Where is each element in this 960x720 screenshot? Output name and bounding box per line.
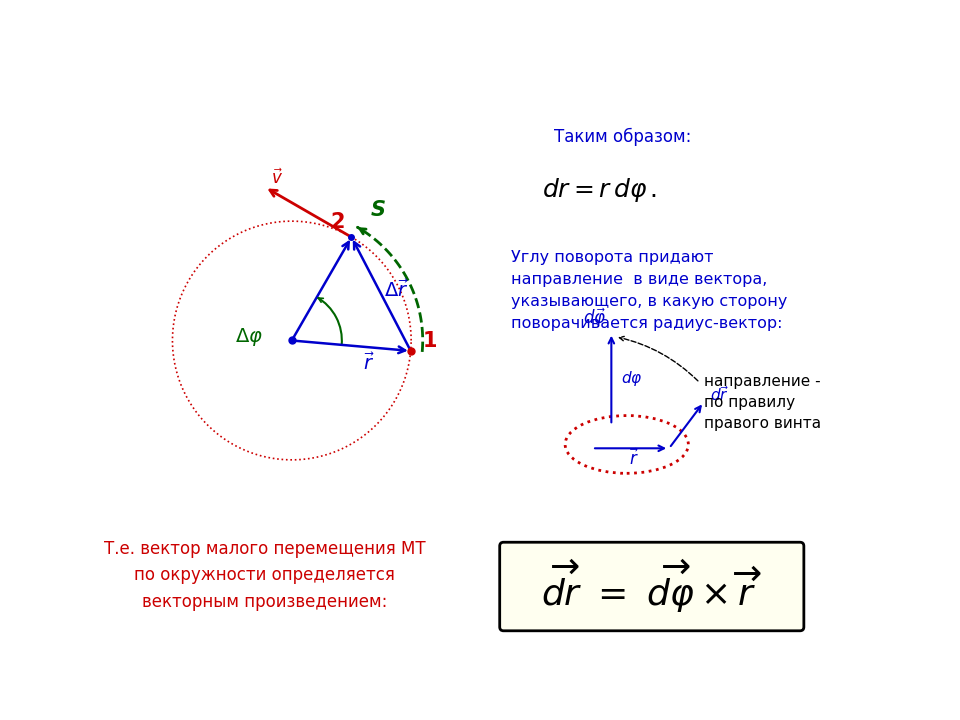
Text: Углу поворота придают
направление  в виде вектора,
указывающего, в какую сторону: Углу поворота придают направление в виде… [512, 250, 787, 331]
Text: 1: 1 [422, 331, 437, 351]
Text: $\vec{v}$: $\vec{v}$ [271, 168, 283, 188]
Text: направление -
по правилу
правого винта: направление - по правилу правого винта [704, 374, 821, 431]
Text: $d\vec{\varphi}$: $d\vec{\varphi}$ [583, 306, 606, 330]
Text: Таким образом:: Таким образом: [554, 127, 691, 145]
Text: $\overrightarrow{dr}\ =\ \overrightarrow{d\varphi}\times\overrightarrow{r}$: $\overrightarrow{dr}\ =\ \overrightarrow… [541, 557, 762, 616]
Text: $\Delta\vec{r}$: $\Delta\vec{r}$ [384, 279, 409, 301]
Text: $d\vec{r}$: $d\vec{r}$ [709, 384, 729, 403]
Text: $\Delta\varphi$: $\Delta\varphi$ [235, 325, 263, 348]
Text: S: S [372, 199, 386, 220]
Text: $dr = r\,d\varphi\,.$: $dr = r\,d\varphi\,.$ [542, 176, 658, 204]
Text: $d\varphi$: $d\varphi$ [620, 369, 642, 389]
Text: Т.е. вектор малого перемещения МТ
по окружности определяется
векторным произведе: Т.е. вектор малого перемещения МТ по окр… [104, 540, 425, 611]
FancyBboxPatch shape [500, 542, 804, 631]
Text: $\vec{r}$: $\vec{r}$ [630, 449, 639, 469]
Text: 2: 2 [330, 212, 345, 232]
Text: $\vec{r}$: $\vec{r}$ [364, 353, 375, 374]
